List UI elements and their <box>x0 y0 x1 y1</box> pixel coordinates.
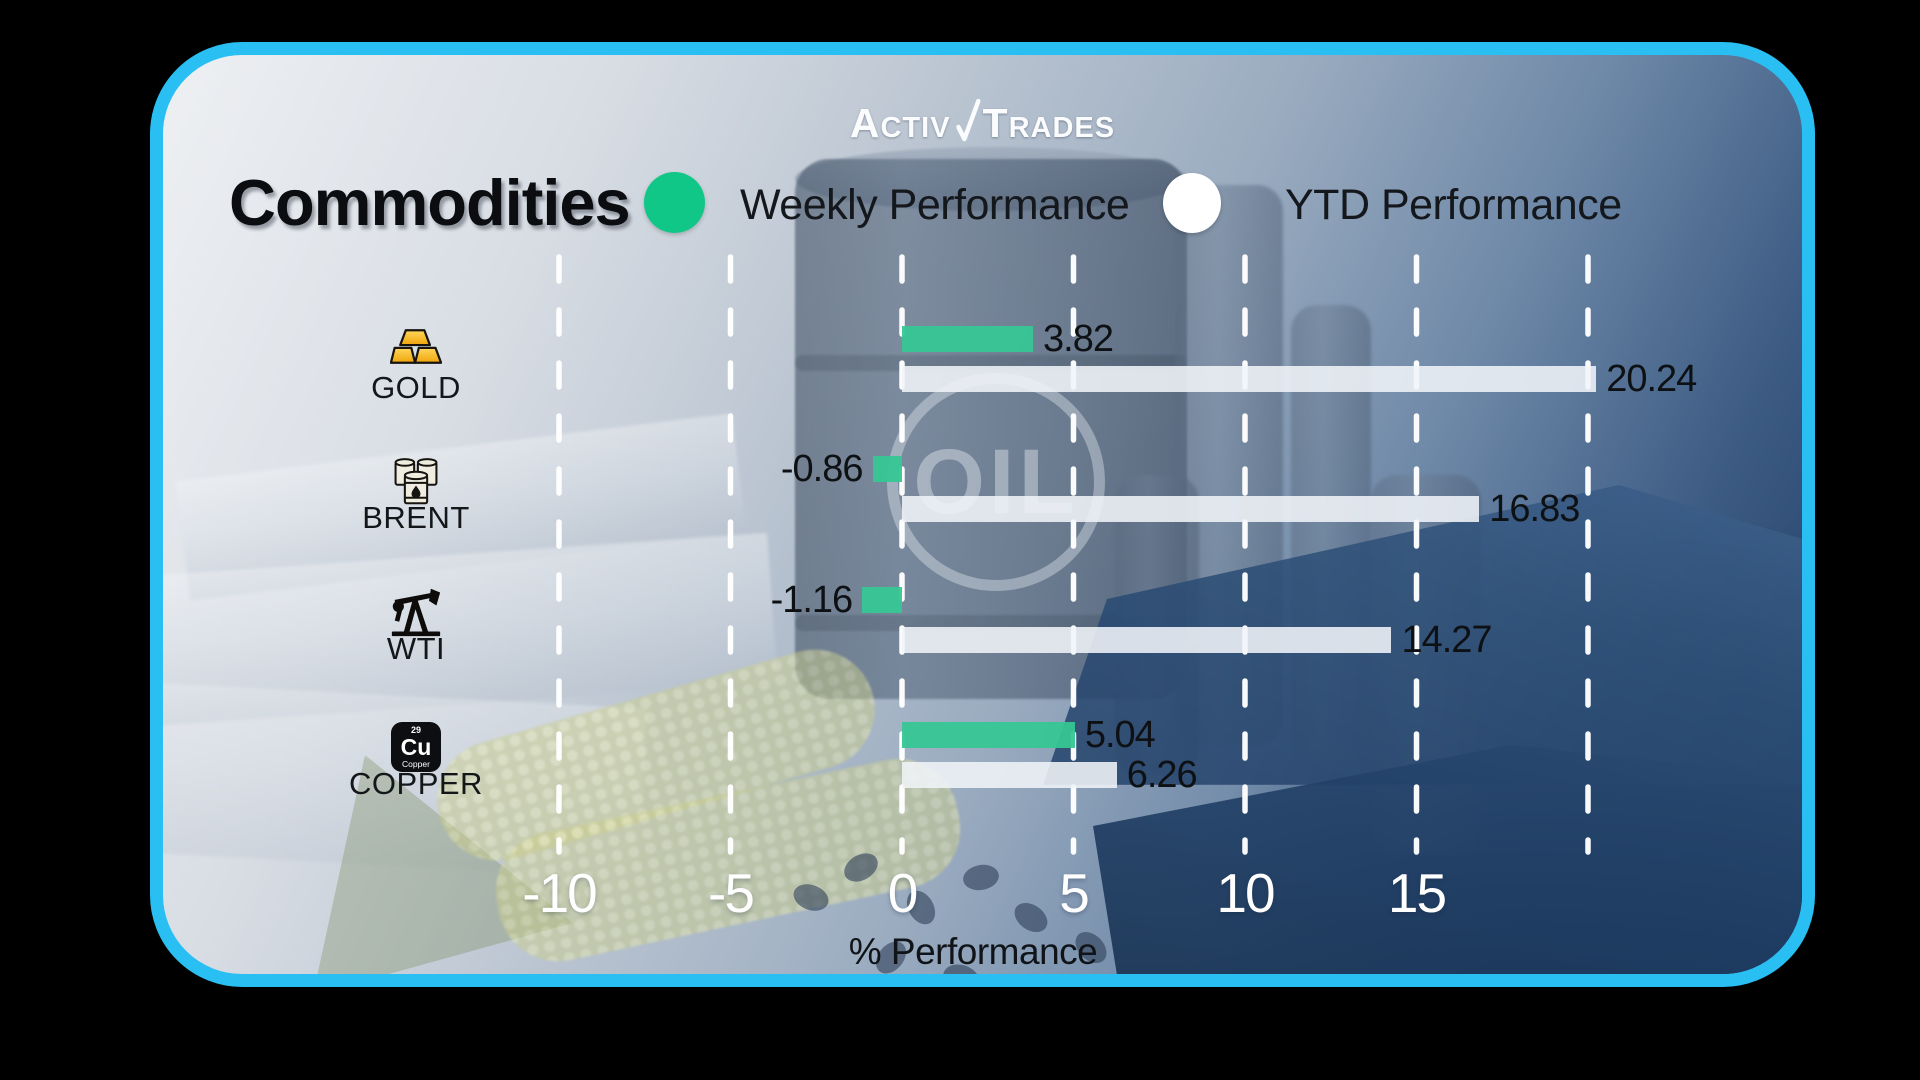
infographic-card: OIL ACTIV TRADES Commodities Weekly Perf… <box>150 42 1815 987</box>
svg-text:Cu: Cu <box>401 734 432 760</box>
ytd-bar-copper <box>902 762 1117 788</box>
gold-bars-icon <box>389 325 443 377</box>
value-label: -0.86 <box>780 448 864 490</box>
x-tick-label: 5 <box>1059 862 1090 924</box>
oil-barrels-icon <box>390 455 442 507</box>
weekly-bar-brent <box>872 456 902 482</box>
x-tick-label: -10 <box>522 862 598 924</box>
svg-text:Copper: Copper <box>402 759 430 769</box>
value-label: 6.26 <box>1126 754 1198 796</box>
brand-logo: ACTIV TRADES <box>850 99 1115 147</box>
oil-pump-icon <box>390 586 442 638</box>
value-label: 16.83 <box>1489 488 1580 530</box>
weekly-legend-dot <box>644 172 705 233</box>
svg-text:29: 29 <box>411 725 421 735</box>
category-label: BRENT <box>362 500 470 535</box>
category-label: WTI <box>386 631 446 666</box>
x-tick-label: 10 <box>1216 862 1275 924</box>
weekly-legend-label: Weekly Performance <box>740 181 1130 229</box>
category-label: GOLD <box>371 370 461 405</box>
value-label: 14.27 <box>1401 619 1492 661</box>
value-label: -1.16 <box>770 579 854 621</box>
ytd-legend-label: YTD Performance <box>1285 181 1622 229</box>
page-title: Commodities <box>229 166 631 239</box>
ytd-bar-brent <box>902 496 1480 522</box>
weekly-bar-gold <box>902 326 1034 352</box>
ytd-bar-gold <box>902 366 1597 392</box>
value-label: 5.04 <box>1084 714 1156 756</box>
x-tick-label: 15 <box>1387 862 1447 924</box>
brand-logo-left: ACTIV <box>849 99 951 146</box>
copper-element-icon: 29 Cu Copper <box>390 721 442 773</box>
x-tick-label: -5 <box>708 862 755 924</box>
value-label: 20.24 <box>1606 358 1697 400</box>
weekly-bar-wti <box>862 587 902 613</box>
x-axis-title: % Performance <box>848 931 1098 972</box>
category-label: COPPER <box>349 766 483 801</box>
weekly-bar-copper <box>902 722 1075 748</box>
ytd-bar-wti <box>902 627 1392 653</box>
x-tick-label: 0 <box>887 862 919 924</box>
chart-gridlines <box>556 254 1591 855</box>
check-slash-icon <box>956 99 981 142</box>
value-label: 3.82 <box>1043 318 1114 360</box>
ytd-legend-dot <box>1163 173 1221 233</box>
brand-logo-right: TRADES <box>982 99 1116 146</box>
